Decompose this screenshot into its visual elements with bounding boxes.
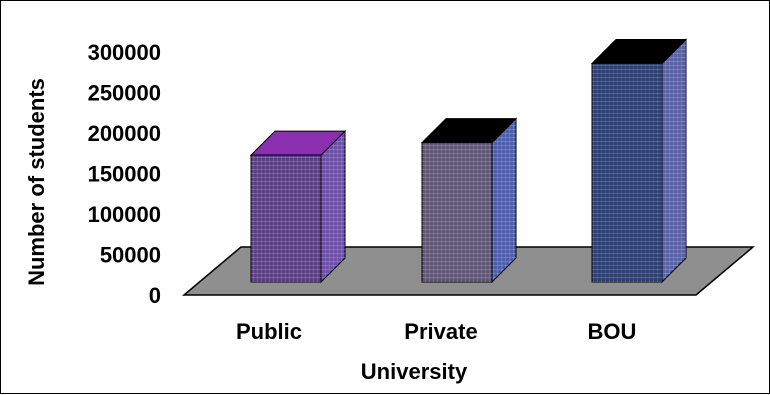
bar-front-texture — [422, 142, 492, 282]
y-tick-label: 250000 — [88, 81, 161, 106]
bar-side-texture — [662, 39, 686, 283]
x-category-label: Public — [236, 319, 302, 344]
y-tick-label: 50000 — [100, 243, 161, 268]
bars — [249, 38, 688, 284]
x-axis-title: University — [361, 359, 468, 384]
bar-side-texture — [321, 131, 345, 282]
bar-bou — [590, 38, 688, 284]
y-tick-label: 300000 — [88, 40, 161, 65]
bar-front-texture — [251, 155, 321, 282]
x-axis-categories: Public Private BOU — [236, 319, 636, 344]
y-tick-label: 0 — [149, 283, 161, 308]
y-axis-title: Number of students — [24, 78, 49, 286]
x-category-label: BOU — [588, 319, 637, 344]
bar-front-texture — [592, 63, 662, 283]
y-tick-label: 200000 — [88, 121, 161, 146]
bar-public — [249, 129, 347, 284]
bar-side-texture — [492, 118, 516, 282]
y-tick-label: 100000 — [88, 202, 161, 227]
x-category-label: Private — [404, 319, 477, 344]
bar-private — [420, 117, 518, 284]
y-axis-ticks: 0 50000 100000 150000 200000 250000 300000 — [88, 40, 161, 308]
y-tick-label: 150000 — [88, 162, 161, 187]
